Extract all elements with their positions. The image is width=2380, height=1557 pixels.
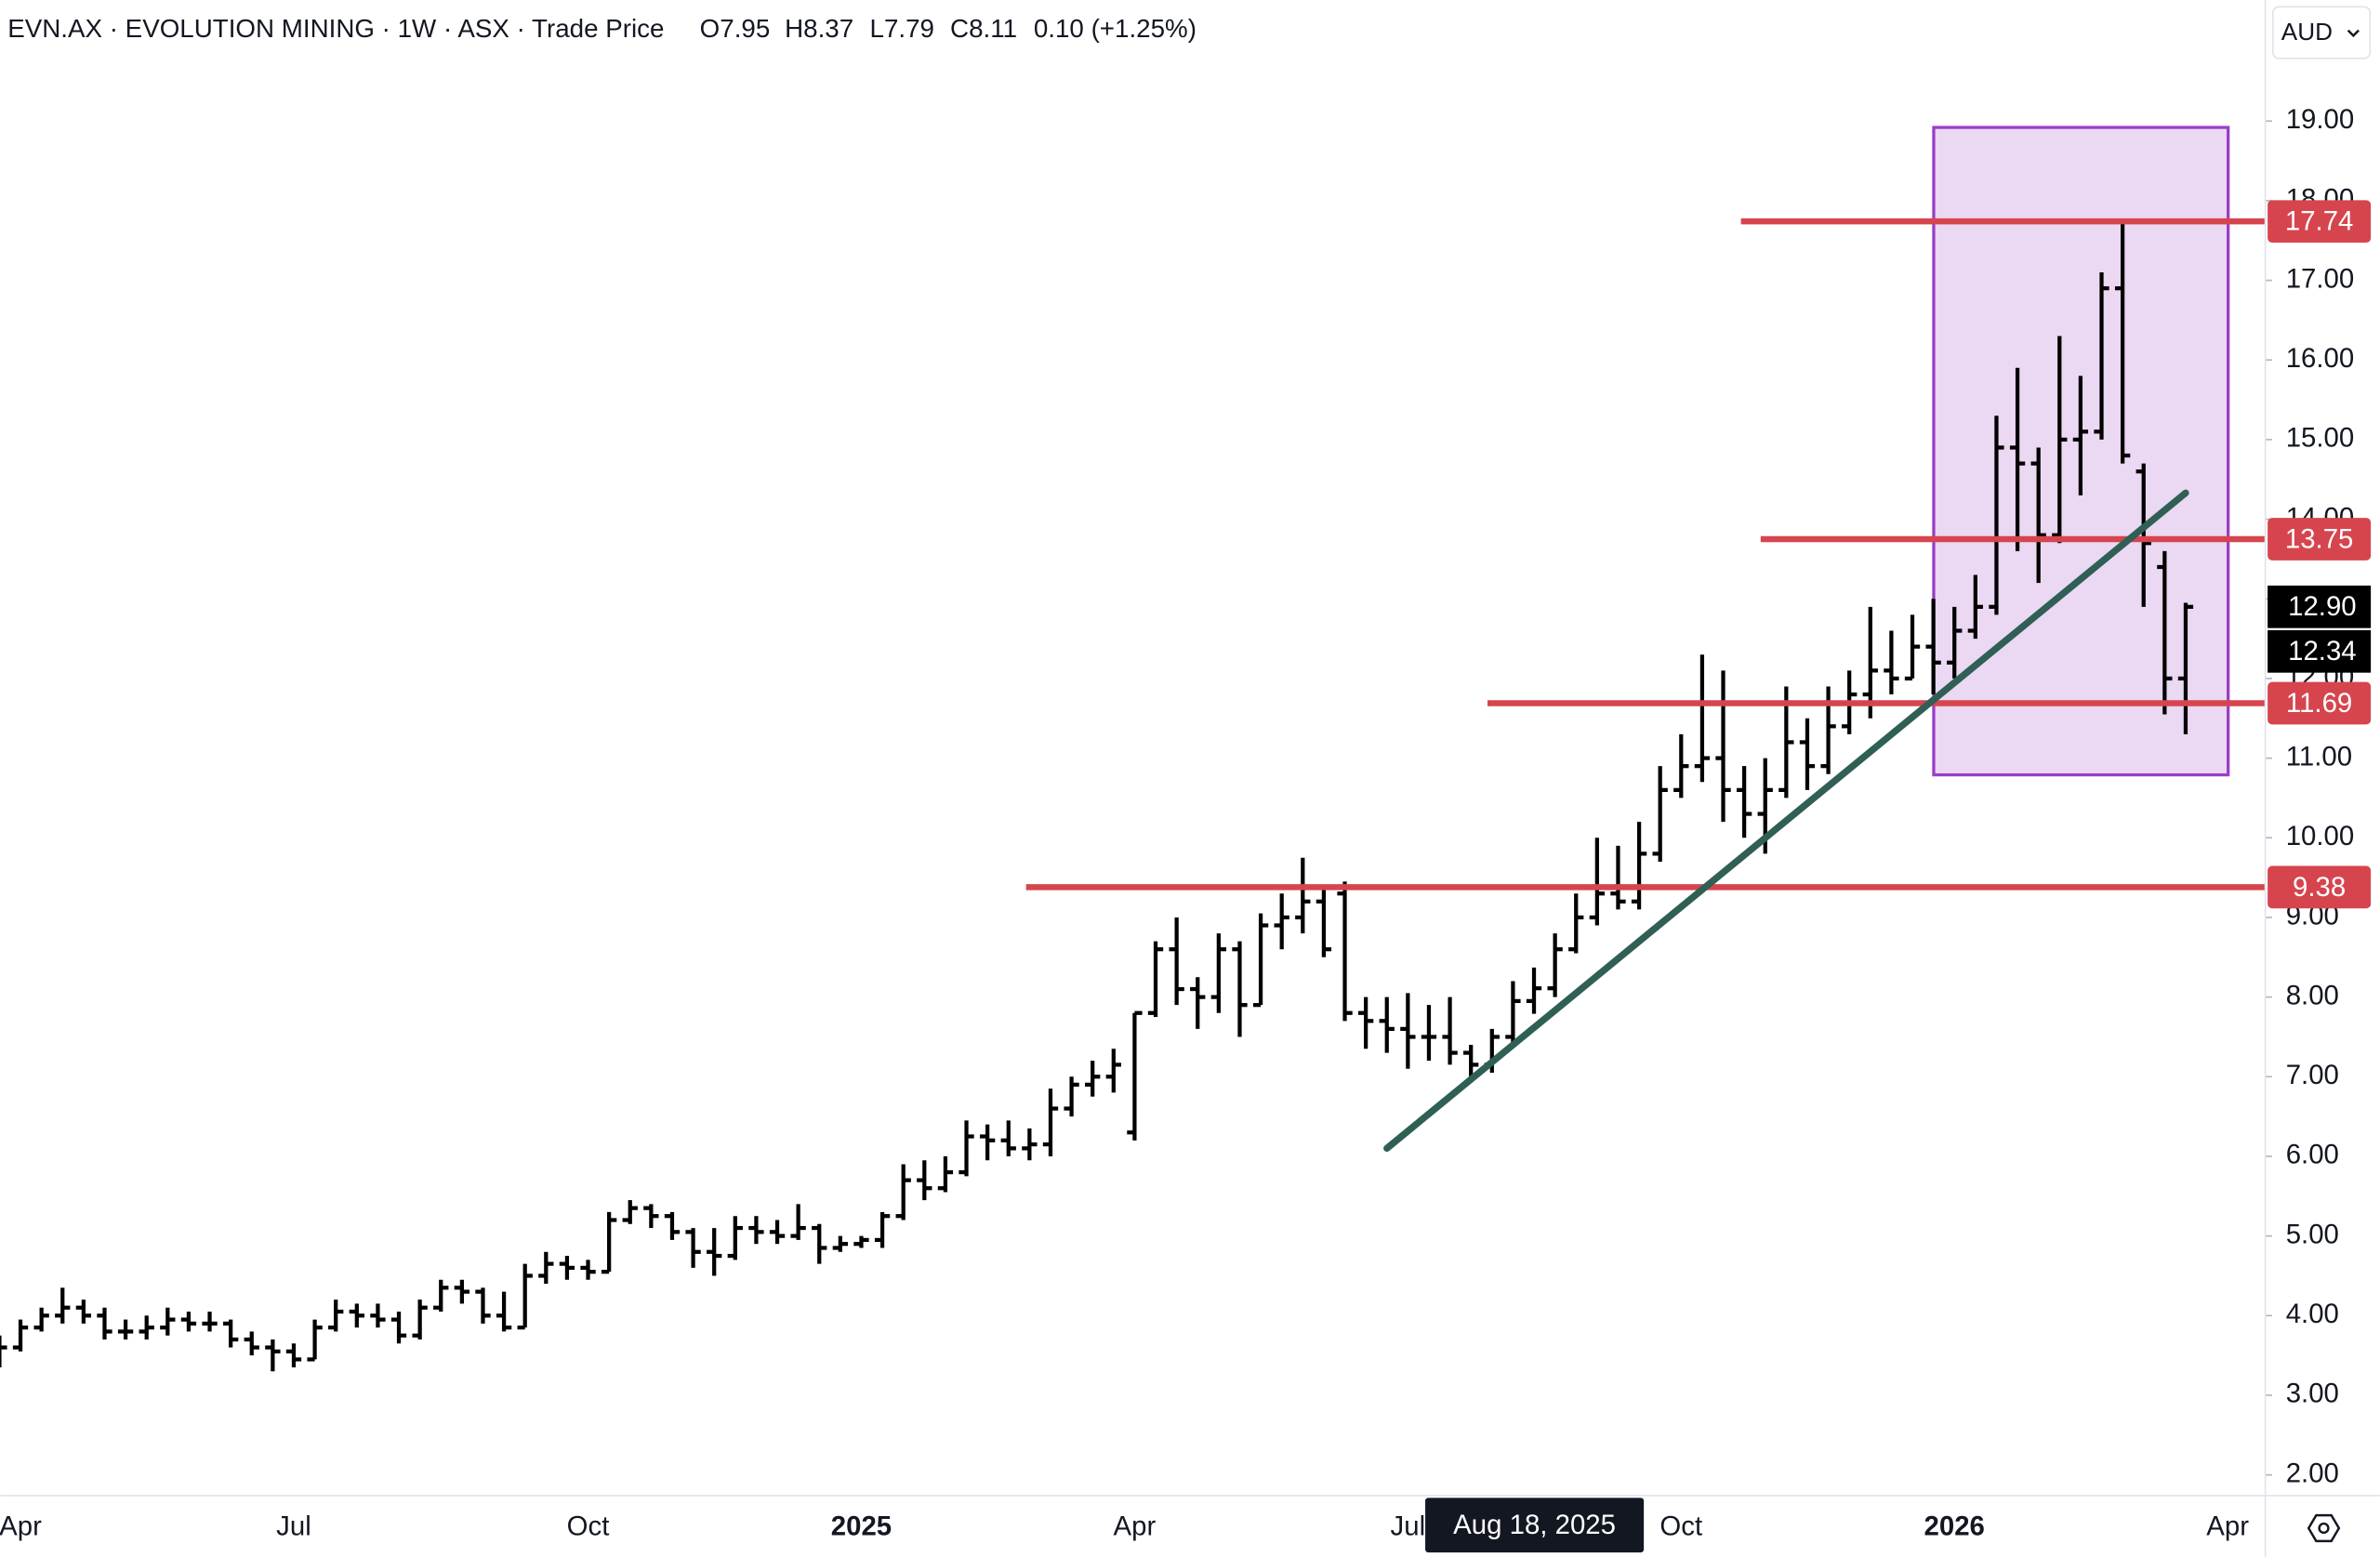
level-price-label: 9.38 [2293, 872, 2346, 903]
currency-button-frame[interactable] [2272, 6, 2372, 59]
price-label: 12.34 [2288, 636, 2357, 666]
x-tick-label: Apr [1114, 1511, 1157, 1542]
price-label-bg [2268, 585, 2372, 628]
legend-close: C8.11 [950, 14, 1017, 43]
level-price-label: 13.75 [2285, 523, 2354, 554]
x-tick-label: 2025 [831, 1511, 892, 1542]
y-tick-label: 4.00 [2286, 1299, 2339, 1329]
settings-icon[interactable] [2307, 1513, 2341, 1543]
settings-icon-center[interactable] [2318, 1522, 2330, 1535]
price-label-bg [2268, 629, 2372, 673]
x-tick-label: 2026 [1924, 1511, 1985, 1542]
x-tick-label: Oct [567, 1511, 610, 1542]
chart-title: EVN.AX · EVOLUTION MINING · 1W · ASX · T… [7, 14, 664, 43]
x-tick-label: Jul [1391, 1511, 1426, 1542]
legend-high: H8.37 [785, 14, 853, 43]
x-tick-label: Jul [276, 1511, 311, 1542]
legend-open: O7.95 [700, 14, 771, 43]
labels-layer: Aug 18, 2025 17.74 13.75 11.69 9.38 12.90 12.3… [1425, 200, 2372, 1553]
level-price-bg [2268, 681, 2372, 725]
drawings-layer [1025, 218, 2265, 1153]
settings-button[interactable] [2307, 1513, 2341, 1543]
y-tick-label: 17.00 [2286, 263, 2355, 294]
crosshair-date: Aug 18, 2025 [1453, 1510, 1616, 1540]
y-tick-label: 3.00 [2286, 1379, 2339, 1409]
level-price-label: 11.69 [2286, 688, 2352, 719]
level-price-bg [2268, 865, 2372, 909]
y-tick-label: 16.00 [2286, 343, 2355, 374]
y-tick-label: 19.00 [2286, 104, 2355, 135]
currency-button[interactable]: AUD [2272, 6, 2372, 59]
level-price-bg [2268, 200, 2372, 244]
y-tick-label: 10.00 [2286, 821, 2355, 851]
level-price-label: 17.74 [2285, 206, 2354, 237]
currency-chevron[interactable] [2347, 29, 2360, 38]
time-axis-bg [0, 1496, 2380, 1557]
bars-layer [0, 221, 2194, 1372]
y-tick-label: 15.00 [2286, 423, 2355, 454]
x-tick-label: Apr [2206, 1511, 2249, 1542]
y-tick-label: 7.00 [2286, 1060, 2339, 1090]
legend-low: L7.79 [870, 14, 934, 43]
level-price-bg [2268, 518, 2372, 561]
legend-change: 0.10 (+1.25%) [1034, 14, 1197, 43]
y-tick-label: 8.00 [2286, 980, 2339, 1010]
x-tick-label: Oct [1659, 1511, 1702, 1542]
axis-layer: 2.003.004.005.006.007.008.009.0010.0011.… [0, 104, 2354, 1542]
x-tick-label: Apr [0, 1511, 42, 1542]
y-tick-label: 2.00 [2286, 1458, 2339, 1488]
price-label: 12.90 [2288, 591, 2357, 622]
price-axis-bg [2266, 0, 2380, 1557]
y-tick-label: 5.00 [2286, 1219, 2339, 1249]
currency-label[interactable]: AUD [2281, 18, 2333, 46]
trendline [1383, 489, 2189, 1153]
y-tick-label: 11.00 [2286, 741, 2352, 772]
crosshair-date-bg [1425, 1498, 1645, 1553]
y-tick-label: 6.00 [2286, 1140, 2339, 1170]
